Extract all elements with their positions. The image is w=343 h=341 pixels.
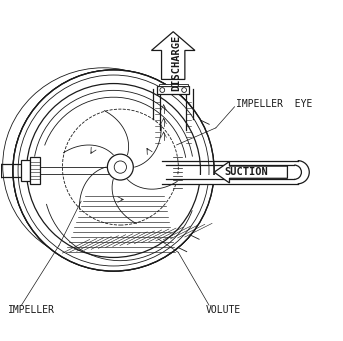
Circle shape bbox=[26, 84, 201, 257]
FancyArrow shape bbox=[152, 32, 195, 79]
Bar bbox=[22, 160, 30, 181]
Circle shape bbox=[114, 161, 127, 173]
Bar bbox=[162, 175, 305, 184]
FancyArrow shape bbox=[214, 162, 287, 183]
Circle shape bbox=[13, 70, 214, 271]
Circle shape bbox=[182, 88, 187, 92]
Bar bbox=[159, 84, 188, 86]
Circle shape bbox=[160, 88, 165, 92]
Text: DISCHARGE: DISCHARGE bbox=[171, 34, 181, 90]
Text: IMPELLER: IMPELLER bbox=[8, 305, 55, 315]
Bar bbox=[157, 86, 189, 94]
Text: IMPELLER  EYE: IMPELLER EYE bbox=[236, 99, 313, 109]
Text: SUCTION: SUCTION bbox=[225, 167, 268, 177]
Text: VOLUTE: VOLUTE bbox=[205, 305, 241, 315]
Circle shape bbox=[107, 154, 133, 180]
Bar bbox=[30, 157, 40, 184]
